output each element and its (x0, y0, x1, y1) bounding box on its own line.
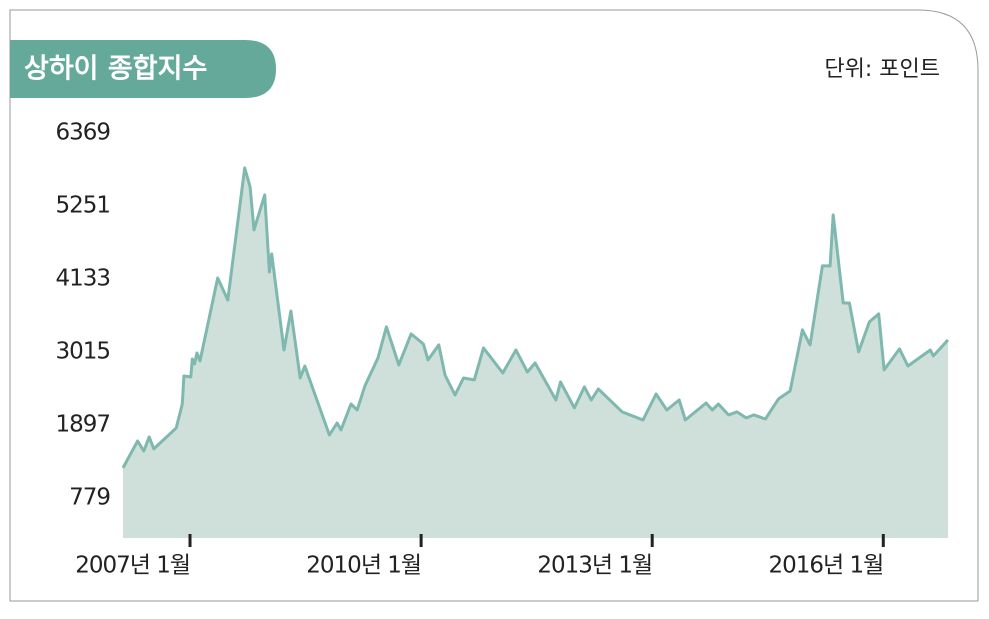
x-tick-label: 2016년 1월 (768, 553, 883, 579)
area-fill (123, 167, 948, 538)
y-tick-label: 779 (69, 484, 110, 510)
y-tick-label: 5251 (55, 193, 110, 219)
x-tick-label: 2010년 1월 (306, 553, 421, 579)
x-tick-label: 2007년 1월 (75, 553, 190, 579)
y-tick-label: 6369 (55, 120, 110, 146)
x-tick-label: 2013년 1월 (537, 553, 652, 579)
chart-title: 상하이 종합지수 (24, 54, 207, 85)
series-line (121, 166, 950, 469)
unit-label: 단위: 포인트 (824, 57, 940, 82)
title-badge (10, 40, 276, 98)
y-tick-label: 1897 (55, 411, 110, 437)
y-tick-label: 3015 (55, 338, 110, 364)
y-tick-label: 4133 (55, 266, 110, 292)
